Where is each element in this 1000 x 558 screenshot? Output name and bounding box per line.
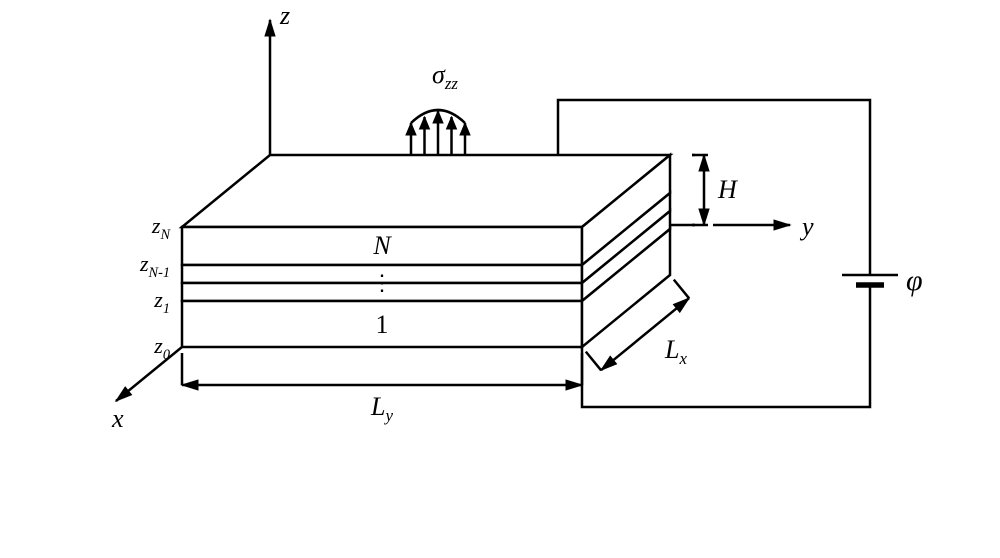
phi-label: φ	[906, 264, 923, 297]
z-label-N: zN	[151, 213, 172, 243]
axis-label-y: y	[799, 212, 814, 241]
axis-label-x: x	[111, 404, 124, 433]
sigma-label: σzz	[432, 60, 458, 93]
vdots: ⋮	[371, 270, 393, 295]
wire-bottom	[582, 310, 870, 407]
layer-label-N: N	[372, 231, 392, 260]
dim-label-Lx: Lx	[664, 335, 687, 368]
layer-label-1: 1	[376, 310, 389, 339]
z-label-1: z1	[153, 287, 170, 317]
axis-label-z: z	[279, 1, 290, 30]
z-label-N-1: zN-1	[139, 251, 170, 281]
diagram-root: zNzN-1z1z0⋮N1zxyHσzzLyLxφ	[0, 0, 1000, 558]
dim-label-Ly: Ly	[370, 392, 393, 425]
dim-label-H: H	[717, 175, 738, 204]
